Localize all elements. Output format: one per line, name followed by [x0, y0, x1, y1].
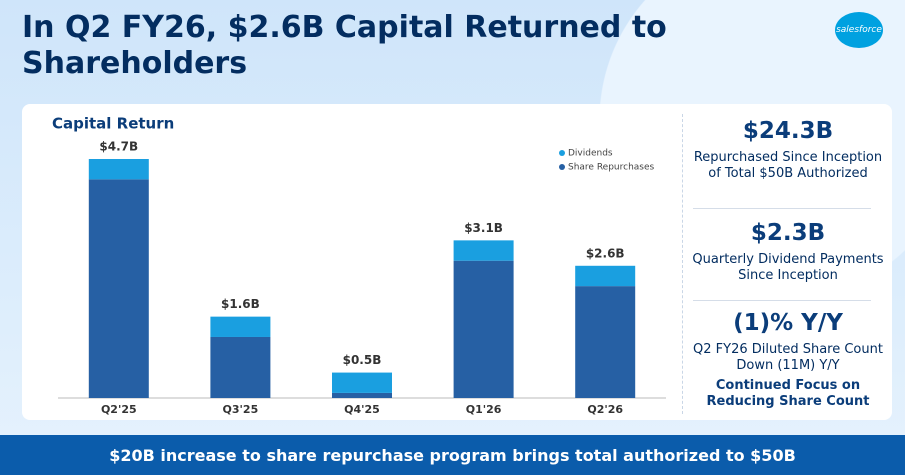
x-tick-label: Q3'25	[223, 403, 259, 416]
logo: salesforce	[835, 12, 883, 48]
bar-segment	[453, 260, 514, 398]
total-label: $2.6B	[586, 246, 625, 260]
banner: $20B increase to share repurchase progra…	[0, 435, 905, 475]
stat: $24.3B Repurchased Since Inception of To…	[691, 118, 885, 182]
slide-title: In Q2 FY26, $2.6B Capital Returned to Sh…	[22, 10, 667, 81]
chart: Capital Return $4.7B Q2'25 $1.6B Q3'25 $0.5B…	[52, 115, 666, 416]
legend-marker	[559, 150, 565, 156]
separator	[693, 208, 871, 209]
x-tick-label: Q4'25	[344, 403, 380, 416]
stats-panel: $24.3B Repurchased Since Inception of To…	[682, 114, 893, 414]
stat: (1)% Y/Y Q2 FY26 Diluted Share Count Dow…	[691, 310, 885, 410]
bar-segment	[453, 240, 514, 261]
bar-segment	[88, 179, 149, 398]
total-label: $3.1B	[464, 221, 503, 235]
bar-segment	[88, 159, 149, 180]
legend-label: Dividends	[568, 149, 613, 159]
bar-segment	[575, 265, 636, 287]
stat-text: Quarterly Dividend Payments Since Incept…	[692, 252, 884, 283]
x-tick-label: Q2'26	[587, 403, 623, 416]
x-tick-label: Q2'25	[101, 403, 137, 416]
separator	[693, 300, 871, 301]
stat-text: Repurchased Since Inception of Total $50…	[693, 150, 883, 181]
bar-segment	[332, 372, 392, 393]
stat-headline: $24.3B	[742, 118, 834, 144]
stat-headline: $2.3B	[750, 220, 826, 246]
legend-label: Share Repurchases	[568, 163, 655, 173]
total-label: $1.6B	[221, 297, 260, 311]
total-label: $0.5B	[343, 353, 382, 367]
stat-emphasis: Continued Focus on Reducing Share Count	[706, 378, 870, 409]
bar-segment	[575, 286, 636, 398]
total-label: $4.7B	[99, 140, 138, 154]
stat-headline: (1)% Y/Y	[733, 310, 843, 336]
bar-segment	[210, 316, 271, 337]
stat: $2.3B Quarterly Dividend Payments Since …	[691, 220, 885, 284]
stat-text: Q2 FY26 Diluted Share Count Down (11M) Y…	[693, 342, 883, 373]
legend-marker	[559, 164, 565, 170]
chart-title: Capital Return	[52, 115, 174, 133]
bar-segment	[332, 392, 392, 398]
x-tick-label: Q1'26	[466, 403, 502, 416]
bar-segment	[210, 336, 271, 398]
